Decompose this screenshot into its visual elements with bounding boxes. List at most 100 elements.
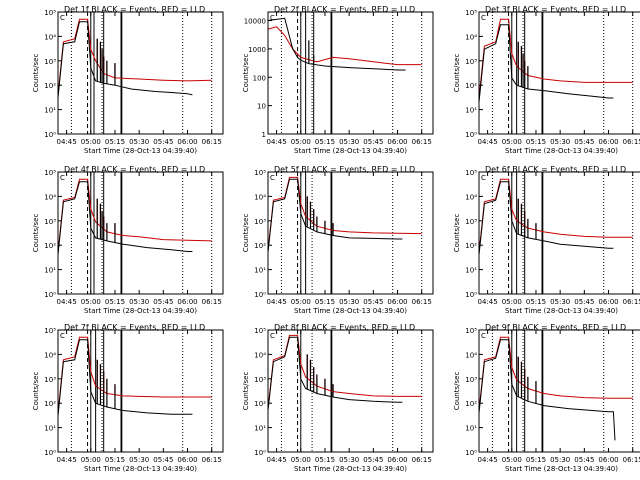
y-tick-label: 10⁵ [44, 9, 56, 17]
x-tick-label: 05:45 [574, 456, 594, 464]
chart-panel-2: 04:45 05:00 05:15 05:30 05:45 06:00 06:15 1 10 10… [242, 5, 434, 155]
marker-label: C [60, 332, 65, 340]
x-tick-label: 05:45 [153, 456, 173, 464]
x-tick-label: 04:45 [267, 138, 287, 146]
x-tick-label: 05:30 [550, 138, 570, 146]
chart-title: Det 7f BLACK = Events, RED = LLD [64, 323, 205, 332]
series-lld-line [267, 334, 422, 409]
chart-panel-4: 04:45 05:00 05:15 05:30 05:45 06:00 06:15 10⁰ 10… [32, 165, 224, 315]
y-tick-label: 1000 [248, 46, 266, 54]
x-tick-label: 06:00 [598, 138, 618, 146]
y-tick-label: 10² [465, 82, 477, 90]
y-tick-label: 10³ [44, 376, 56, 384]
y-tick-label: 10¹ [44, 107, 56, 115]
x-tick-label: 06:15 [202, 298, 222, 306]
y-tick-label: 100 [253, 74, 266, 82]
y-tick-label: 10⁴ [465, 33, 477, 41]
x-tick-label: 05:30 [339, 298, 359, 306]
series-events-line [267, 178, 403, 253]
plot-frame [478, 329, 640, 453]
chart-title: Det 2f BLACK = Events, RED = LLD [274, 5, 415, 14]
chart-panel-9: 04:45 05:00 05:15 05:30 05:45 06:00 06:15 10⁰ 10… [453, 323, 640, 473]
x-tick-label: 05:45 [363, 138, 383, 146]
marker-label: C [481, 14, 486, 22]
y-tick-label: 10⁵ [44, 327, 56, 335]
x-tick-label: 05:00 [502, 138, 522, 146]
y-tick-label: 10⁵ [465, 9, 477, 17]
x-tick-label: 05:00 [502, 456, 522, 464]
x-tick-label: 05:00 [502, 298, 522, 306]
x-tick-label: 05:15 [105, 456, 125, 464]
series-events-line [57, 21, 193, 99]
series-lld-line [57, 336, 212, 413]
y-tick-label: 10⁴ [465, 193, 477, 201]
y-tick-label: 10¹ [465, 267, 477, 275]
series-events-line [478, 24, 614, 103]
x-tick-label: 05:30 [339, 456, 359, 464]
x-tick-label: 05:30 [550, 456, 570, 464]
series-events-line [478, 181, 614, 255]
y-axis-label: Counts/sec [242, 54, 250, 93]
x-tick-label: 05:30 [129, 298, 149, 306]
x-tick-label: 04:45 [57, 456, 77, 464]
x-tick-label: 06:15 [202, 456, 222, 464]
y-tick-label: 10³ [465, 376, 477, 384]
series-events-line [57, 339, 193, 417]
x-tick-label: 05:15 [526, 138, 546, 146]
chart-panel-6: 04:45 05:00 05:15 05:30 05:45 06:00 06:15 10⁰ 10… [453, 165, 640, 315]
chart-title: Det 4f BLACK = Events, RED = LLD [64, 165, 205, 174]
y-tick-label: 10⁰ [465, 291, 477, 299]
x-tick-label: 05:45 [363, 298, 383, 306]
marker-label: C [270, 332, 275, 340]
series-lld-line [478, 178, 633, 253]
series-events-line [267, 17, 406, 71]
x-tick-label: 05:30 [550, 298, 570, 306]
x-tick-label: 06:15 [412, 456, 432, 464]
series-events-line [267, 336, 403, 411]
x-tick-label: 05:15 [526, 456, 546, 464]
x-tick-label: 06:00 [598, 456, 618, 464]
x-tick-label: 06:00 [177, 298, 197, 306]
y-tick-label: 10² [44, 242, 56, 250]
y-tick-label: 10² [465, 242, 477, 250]
y-tick-label: 10¹ [465, 107, 477, 115]
y-axis-label: Counts/sec [453, 54, 461, 93]
y-tick-label: 10⁵ [254, 327, 266, 335]
plot-frame [267, 11, 434, 135]
plot-frame [57, 11, 224, 135]
x-tick-label: 05:15 [105, 138, 125, 146]
y-axis-label: Counts/sec [32, 214, 40, 253]
y-tick-label: 10⁴ [44, 33, 56, 41]
x-tick-label: 05:00 [291, 138, 311, 146]
plot-frame [267, 329, 434, 453]
y-tick-label: 10⁴ [44, 351, 56, 359]
y-tick-label: 10² [44, 82, 56, 90]
x-tick-label: 04:45 [478, 456, 498, 464]
y-tick-label: 10³ [465, 218, 477, 226]
x-tick-label: 05:45 [574, 298, 594, 306]
y-tick-label: 10⁰ [44, 291, 56, 299]
y-tick-label: 10⁵ [44, 169, 56, 177]
y-tick-label: 10 [257, 103, 266, 111]
y-tick-label: 10³ [44, 58, 56, 66]
x-tick-label: 06:00 [598, 298, 618, 306]
y-axis-label: Counts/sec [453, 372, 461, 411]
x-tick-label: 05:00 [291, 298, 311, 306]
x-axis-label: Start Time (28-Oct-13 04:39:40) [84, 307, 197, 315]
chart-panel-1: 04:45 05:00 05:15 05:30 05:45 06:00 06:15 10⁰ 10… [32, 5, 224, 155]
y-tick-label: 10¹ [254, 425, 266, 433]
plot-frame [478, 11, 640, 135]
x-tick-label: 04:45 [267, 298, 287, 306]
chart-title: Det 5f BLACK = Events, RED = LLD [274, 165, 415, 174]
y-tick-label: 10⁵ [465, 169, 477, 177]
x-tick-label: 05:00 [81, 138, 101, 146]
x-tick-label: 04:45 [478, 138, 498, 146]
y-tick-label: 10⁴ [44, 193, 56, 201]
x-tick-label: 06:15 [202, 138, 222, 146]
plot-frame [478, 171, 640, 295]
marker-label: C [270, 174, 275, 182]
marker-label: C [60, 174, 65, 182]
x-tick-label: 04:45 [57, 138, 77, 146]
x-tick-label: 05:00 [291, 456, 311, 464]
